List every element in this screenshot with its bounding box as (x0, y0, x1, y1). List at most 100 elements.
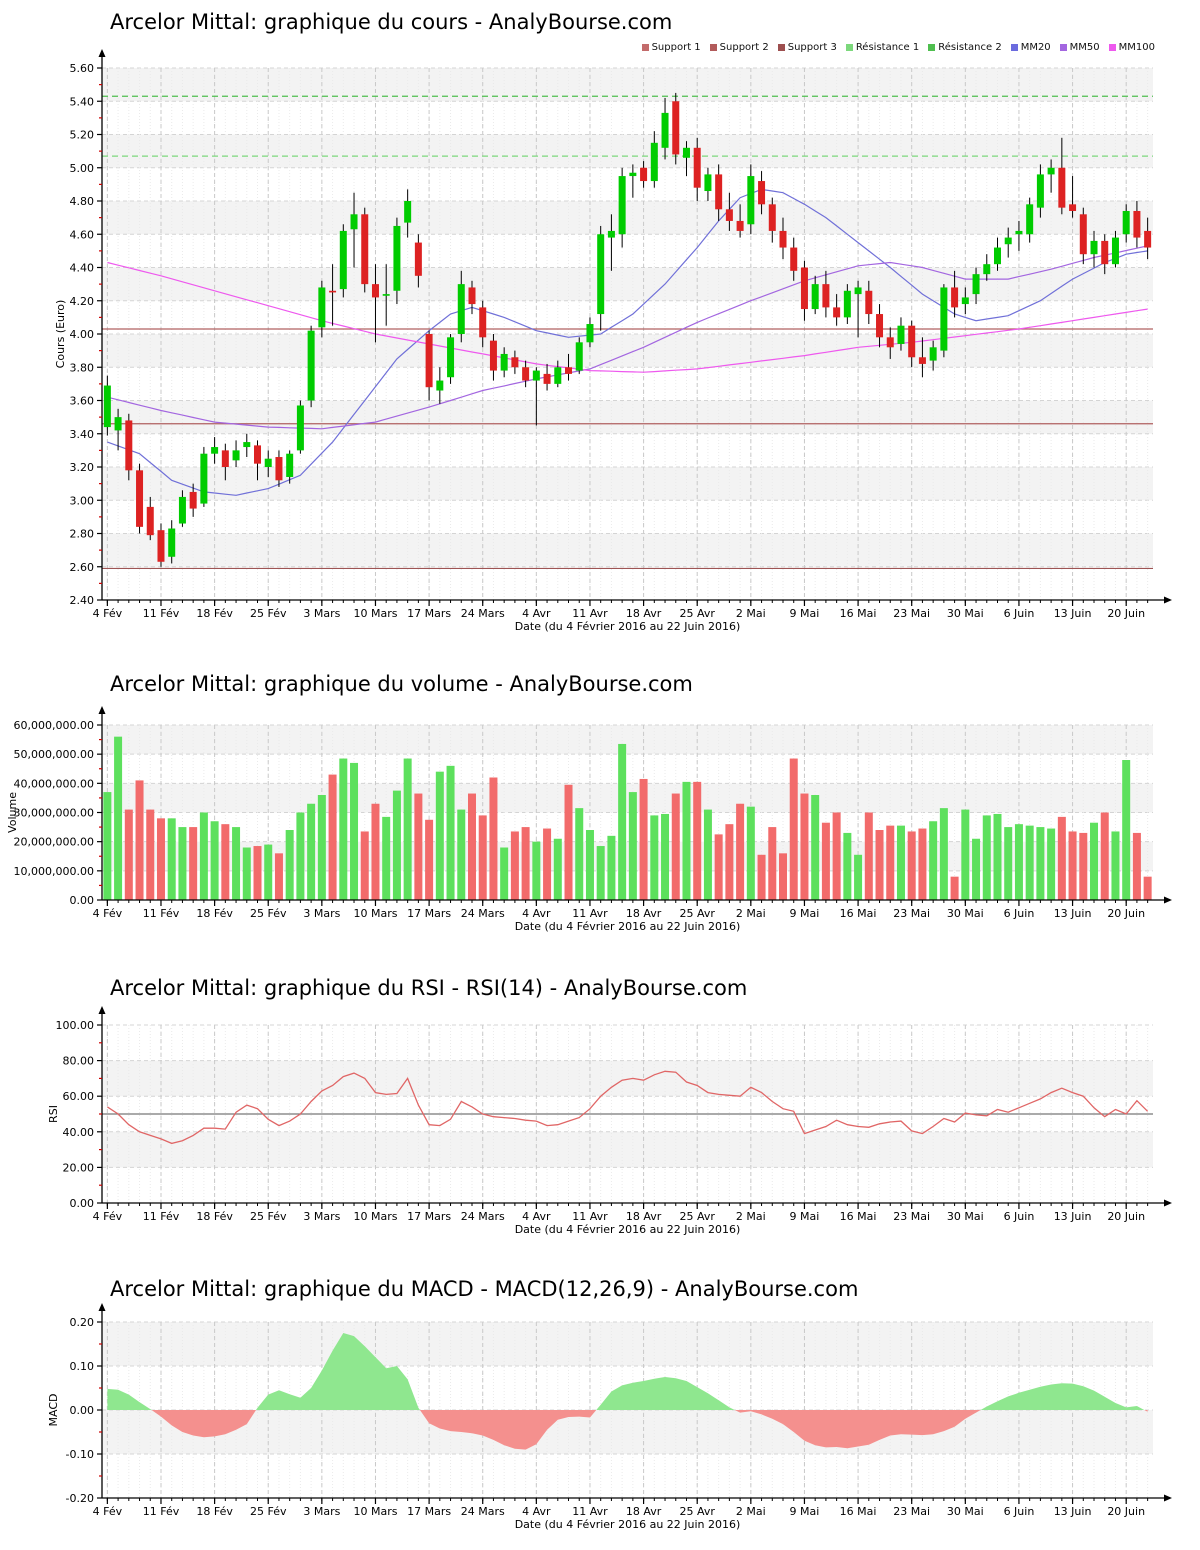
svg-text:2 Mai: 2 Mai (736, 907, 766, 920)
volume-bar (693, 781, 702, 900)
svg-text:50,000,000.00: 50,000,000.00 (14, 748, 94, 761)
svg-text:17 Mars: 17 Mars (407, 607, 451, 620)
volume-bar (575, 808, 584, 900)
volume-bar (553, 838, 562, 900)
svg-text:4.20: 4.20 (70, 295, 95, 308)
svg-text:16 Mai: 16 Mai (840, 1210, 877, 1223)
volume-bar (1068, 831, 1077, 900)
candle (1133, 210, 1141, 238)
candle (329, 290, 337, 293)
legend-label: Résistance 2 (938, 42, 1002, 53)
candle (1101, 240, 1109, 265)
volume-bar (124, 809, 133, 900)
candle (640, 167, 648, 182)
svg-text:40.00: 40.00 (63, 1126, 95, 1139)
volume-bar (264, 844, 273, 900)
candle (1015, 230, 1023, 235)
svg-text:16 Mai: 16 Mai (840, 907, 877, 920)
volume-bar (146, 809, 155, 900)
volume-bar (500, 847, 509, 900)
svg-text:4 Fév: 4 Fév (93, 1210, 123, 1223)
candle (629, 172, 637, 177)
volume-bar (1111, 831, 1120, 900)
svg-text:30 Mai: 30 Mai (947, 1505, 984, 1518)
volume-bar (1047, 828, 1056, 900)
svg-text:Date (du 4 Février 2016 au 22: Date (du 4 Février 2016 au 22 Juin 2016) (515, 1223, 741, 1236)
volume-chart-title: Arcelor Mittal: graphique du volume - An… (110, 672, 693, 696)
candle (457, 284, 465, 334)
candle (650, 142, 658, 182)
candle (543, 373, 551, 384)
candle (522, 367, 530, 381)
volume-bar (156, 818, 165, 900)
svg-text:18 Avr: 18 Avr (626, 607, 662, 620)
volume-bar (1004, 827, 1013, 900)
volume-bar (682, 781, 691, 900)
svg-text:18 Fév: 18 Fév (196, 1505, 233, 1518)
volume-bar (1036, 827, 1045, 900)
svg-text:4 Avr: 4 Avr (522, 607, 551, 620)
candle (693, 147, 701, 188)
candle (833, 307, 841, 318)
volume-bar (1090, 822, 1099, 900)
volume-bar (285, 830, 294, 900)
candle (350, 214, 358, 230)
svg-text:3 Mars: 3 Mars (303, 907, 340, 920)
svg-text:13 Juin: 13 Juin (1054, 1210, 1092, 1223)
svg-text:6 Juin: 6 Juin (1004, 1505, 1035, 1518)
svg-text:3.60: 3.60 (70, 395, 95, 408)
svg-text:11 Avr: 11 Avr (572, 1210, 608, 1223)
legend-label: Support 1 (651, 42, 701, 53)
volume-bar (639, 778, 648, 900)
volume-bar (360, 831, 369, 900)
volume-bar (800, 793, 809, 900)
volume-bar (242, 847, 251, 900)
svg-text:4 Fév: 4 Fév (93, 607, 123, 620)
volume-bar (189, 827, 198, 900)
svg-text:30 Mai: 30 Mai (947, 907, 984, 920)
candle (575, 342, 583, 371)
svg-text:3.40: 3.40 (70, 428, 95, 441)
svg-text:5.20: 5.20 (70, 129, 95, 142)
volume-bar (982, 815, 991, 900)
volume-bar (221, 824, 230, 900)
svg-text:Date (du 4 Février 2016 au 22: Date (du 4 Février 2016 au 22 Juin 2016) (515, 1518, 741, 1531)
volume-bar (714, 834, 723, 900)
macd-positive-area (107, 1333, 1148, 1410)
candle (565, 367, 573, 374)
svg-text:2 Mai: 2 Mai (736, 1210, 766, 1223)
svg-text:6 Juin: 6 Juin (1004, 907, 1035, 920)
candle (468, 287, 476, 305)
volume-bar (768, 827, 777, 900)
volume-bar (253, 846, 262, 900)
svg-text:Cours (Euro): Cours (Euro) (54, 300, 67, 369)
svg-text:3 Mars: 3 Mars (303, 1505, 340, 1518)
candle (768, 204, 776, 231)
candle (790, 247, 798, 271)
svg-text:Date (du 4 Février 2016 au 22: Date (du 4 Février 2016 au 22 Juin 2016) (515, 920, 741, 933)
svg-text:9 Mai: 9 Mai (790, 1505, 820, 1518)
legend-label: Résistance 1 (855, 42, 920, 53)
volume-bar (467, 793, 476, 900)
candle (940, 287, 948, 351)
candle (800, 267, 808, 310)
legend-label: MM50 (1069, 42, 1100, 53)
candle (865, 290, 873, 315)
macd-negative-area (107, 1410, 1148, 1450)
svg-text:0.00: 0.00 (70, 894, 95, 907)
candle (425, 334, 433, 388)
svg-text:24 Mars: 24 Mars (461, 907, 505, 920)
candle (704, 174, 712, 192)
svg-text:25 Fév: 25 Fév (250, 607, 287, 620)
candle (232, 450, 240, 461)
candle (811, 284, 819, 310)
volume-bar (532, 841, 541, 900)
svg-text:11 Avr: 11 Avr (572, 907, 608, 920)
svg-text:20,000,000.00: 20,000,000.00 (14, 836, 94, 849)
volume-bar (178, 827, 187, 900)
svg-text:17 Mars: 17 Mars (407, 1210, 451, 1223)
svg-text:9 Mai: 9 Mai (790, 907, 820, 920)
candle (843, 290, 851, 318)
candle (307, 330, 315, 401)
candle (1090, 240, 1098, 255)
